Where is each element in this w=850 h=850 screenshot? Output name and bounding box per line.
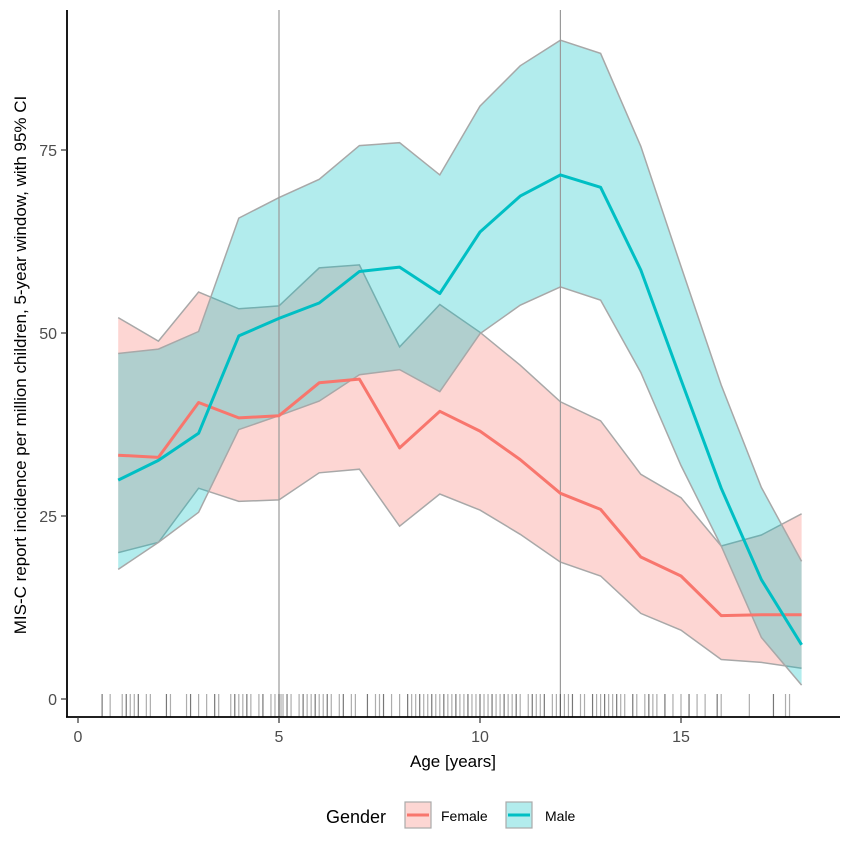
ribbon-lower-edge-female (118, 468, 802, 670)
legend: Gender Female Male (326, 801, 576, 829)
ribbon-upper-edge-male (118, 39, 803, 562)
legend-label-male: Male (545, 808, 576, 824)
rug-marks (101, 694, 791, 717)
reference-vlines (278, 10, 562, 717)
x-axis-title: Age [years] (410, 752, 496, 771)
x-tick-label: 5 (275, 729, 284, 746)
line-female (118, 377, 802, 618)
x-tick-label: 0 (74, 729, 83, 746)
y-tick-label: 50 (39, 326, 57, 343)
legend-label-female: Female (441, 808, 488, 824)
y-tick-label: 0 (48, 692, 57, 709)
y-axis-title: MIS-C report incidence per million child… (11, 96, 30, 635)
axes (66, 10, 840, 718)
y-tick-label: 75 (39, 143, 57, 160)
ribbon-upper-edge-female (117, 264, 802, 547)
ribbon-female (118, 264, 802, 669)
x-tick-label: 10 (471, 729, 489, 746)
x-ticks: 0 5 10 15 (74, 717, 690, 746)
x-tick-label: 15 (672, 729, 690, 746)
legend-item-male: Male (505, 801, 576, 829)
series-lines (117, 173, 803, 646)
y-ticks: 0 25 50 75 (39, 143, 67, 709)
confidence-ribbons (117, 39, 803, 686)
line-male (117, 173, 803, 646)
legend-title: Gender (326, 807, 386, 827)
y-tick-label: 25 (39, 509, 57, 526)
ribbon-lower-edge-male (117, 286, 803, 686)
legend-item-female: Female (404, 801, 488, 829)
